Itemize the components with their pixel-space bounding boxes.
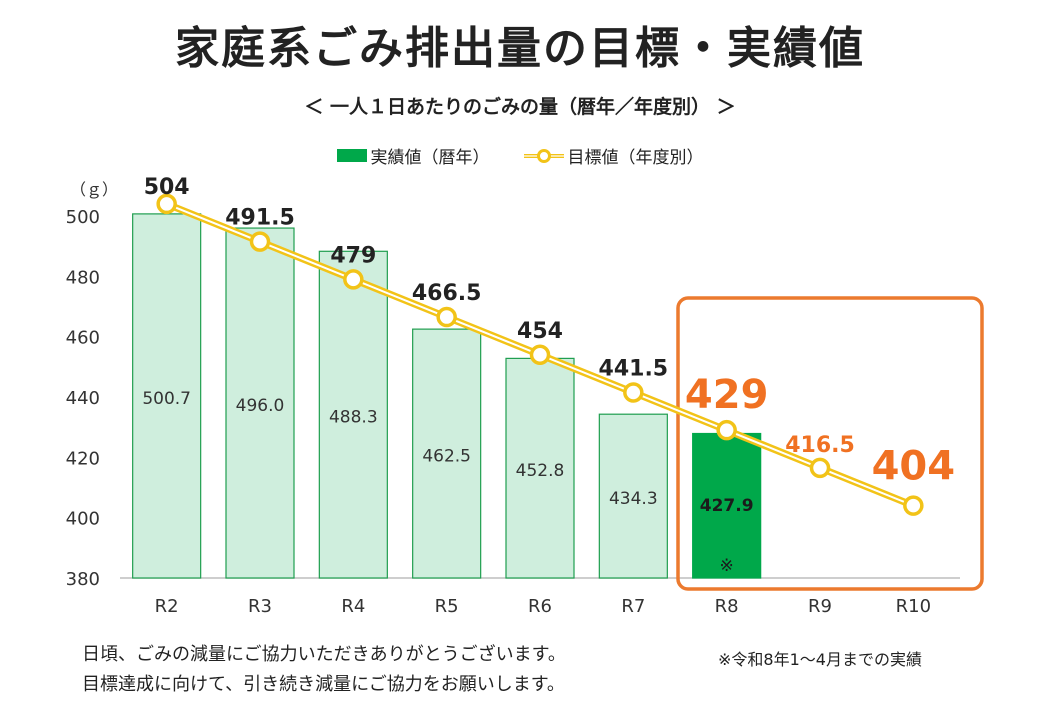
y-tick-label: 460 (66, 328, 100, 349)
footer-line-2: 目標達成に向けて、引き続き減量にご協力をお願いします。 (82, 674, 565, 695)
target-point-R3 (249, 231, 271, 252)
chart-title: 家庭系ごみ排出量の目標・実績値 (175, 23, 865, 74)
bar-value-label: 462.5 (422, 447, 471, 467)
y-axis-unit: （ｇ） (70, 180, 119, 199)
bar-value-label: 434.3 (609, 489, 658, 509)
target-value-label: 429 (685, 372, 769, 418)
target-value-label: 491.5 (225, 206, 295, 231)
x-tick-label: R3 (248, 596, 272, 617)
bar-value-label: 500.7 (142, 389, 191, 409)
x-tick-label: R9 (808, 596, 832, 617)
target-value-label: 416.5 (785, 433, 855, 458)
x-tick-label: R6 (528, 596, 552, 617)
target-point-R9 (809, 457, 831, 479)
target-point-R7 (623, 382, 644, 403)
bar-value-label: 452.8 (516, 461, 565, 481)
footer-line-1: 日頃、ごみの減量にご協力いただきありがとうございます。 (82, 644, 566, 665)
bar-R3 (225, 227, 295, 579)
target-point-R6 (529, 344, 551, 366)
legend-actual-label: 実績値（暦年） (370, 148, 490, 168)
target-point-R4 (343, 269, 364, 290)
target-point-R5 (436, 306, 457, 328)
legend-bar-swatch (336, 149, 367, 162)
bar-R7 (598, 413, 668, 579)
bar-value-label: 488.3 (329, 408, 378, 428)
footnote: ※令和8年1～4月までの実績 (718, 650, 922, 669)
bar-R2 (132, 213, 202, 579)
bar-R8 (692, 432, 762, 579)
legend-item-actual: 実績値（暦年） (336, 143, 490, 168)
target-value-label: 404 (872, 444, 956, 490)
x-tick-label: R5 (435, 596, 459, 617)
bar-footnote-marker: ※ (720, 556, 734, 576)
chart-subtitle: ＜ 一人１日あたりのごみの量（暦年／年度別） ＞ (304, 96, 736, 118)
x-tick-label: R7 (621, 596, 645, 617)
x-tick-label: R8 (715, 596, 739, 617)
y-tick-label: 380 (66, 569, 100, 590)
bar-value-label: 496.0 (236, 396, 285, 416)
x-tick-label: R4 (341, 596, 365, 617)
footer-message: 日頃、ごみの減量にご協力いただきありがとうございます。 目標達成に向けて、引き続… (82, 640, 566, 700)
legend-target-label: 目標値（年度別） (567, 148, 704, 168)
bar-value-label: 427.9 (700, 496, 754, 516)
y-tick-label: 420 (66, 448, 100, 469)
bar-R4 (318, 250, 388, 579)
target-value-label: 479 (330, 243, 376, 268)
bar-R5 (412, 328, 482, 579)
chart-plot: 500 480 460 440 420 400 380 500.7 496.0 488.3 462.… (66, 175, 984, 617)
highlight-box (676, 296, 984, 591)
y-tick-label: 500 (66, 207, 100, 228)
target-value-label: 454 (517, 319, 563, 344)
bar-R6 (505, 357, 575, 579)
target-point-R8 (716, 419, 737, 441)
x-tick-label: R2 (155, 596, 179, 617)
target-point-R10 (903, 495, 924, 516)
legend-line-swatch (523, 148, 564, 163)
x-tick-label: R10 (896, 596, 931, 617)
legend-item-target: 目標値（年度別） (523, 143, 704, 168)
y-tick-label: 480 (66, 267, 100, 288)
target-point-R2 (156, 193, 177, 215)
legend: 実績値（暦年） 目標値（年度別） (0, 143, 1040, 168)
target-value-label: 466.5 (412, 281, 482, 306)
target-value-label: 504 (144, 175, 190, 200)
y-tick-label: 440 (66, 388, 100, 409)
target-value-label: 441.5 (599, 356, 669, 381)
y-tick-label: 400 (66, 509, 100, 530)
